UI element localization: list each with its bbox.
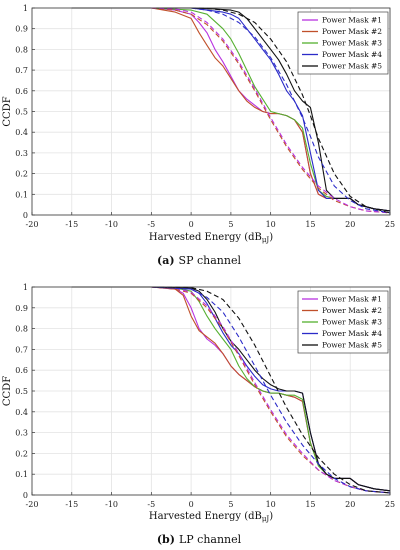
series-line-power-mask-5	[71, 7, 391, 212]
figure-caption: (a) SP channel	[157, 254, 241, 267]
x-tick-label: 0	[189, 220, 194, 229]
x-tick-label: 10	[266, 500, 276, 509]
y-tick-label: 0.3	[15, 429, 28, 438]
series-line-dashed-7	[191, 7, 391, 214]
x-tick-label: -20	[26, 220, 39, 229]
x-tick-label: 15	[305, 220, 315, 229]
caption-text: SP channel	[179, 254, 242, 267]
series-line-dashed-8	[191, 7, 391, 214]
y-tick-label: 0.9	[15, 304, 28, 313]
x-tick-label: 20	[345, 500, 355, 509]
caption-text: LP channel	[179, 533, 242, 546]
x-tick-label: 10	[266, 220, 276, 229]
y-axis-label: CCDF	[2, 376, 13, 406]
x-tick-label: 25	[385, 500, 395, 509]
x-axis-label-close: )	[269, 232, 273, 243]
series-line-dashed-6	[151, 286, 391, 494]
axes-frame	[31, 7, 391, 216]
legend-entry-label: Power Mask #5	[322, 62, 382, 71]
legend-entry-label: Power Mask #2	[322, 27, 382, 36]
x-tick-label: -20	[26, 500, 39, 509]
y-tick-label: 0.1	[15, 190, 28, 199]
y-tick-label: 0.6	[15, 87, 28, 96]
legend-entry-label: Power Mask #4	[322, 329, 382, 338]
legend-entry-label: Power Mask #2	[322, 306, 382, 315]
y-tick-label: 1	[23, 4, 28, 13]
x-axis-label-subscript: μJ	[262, 236, 270, 244]
x-tick-label: -10	[105, 220, 118, 229]
y-tick-label: 0	[23, 491, 28, 500]
y-tick-label: 0.5	[15, 387, 28, 396]
chart-panel-lp-channel: -20 -15 -10 -5 0 5 10 15 20 25 0 0.1 0.2 0.3 0.4 0.5 0.6…	[2, 283, 395, 546]
x-axis-label-subscript: μJ	[262, 515, 270, 523]
chart-panel-sp-channel: -20 -15 -10 -5 0 5 10 15 20 25 0 0.1 0.2 0.3 0.4 0.5 0.6…	[2, 4, 395, 267]
legend-entry-label: Power Mask #3	[322, 39, 382, 48]
y-tick-label: 0.8	[15, 325, 28, 334]
y-tick-label: 0.4	[15, 408, 28, 417]
x-tick-label: 5	[228, 500, 233, 509]
legend-box	[297, 290, 389, 354]
y-tick-label: 0.8	[15, 45, 28, 54]
x-tick-label: 0	[189, 500, 194, 509]
x-tick-label: 25	[385, 220, 395, 229]
y-tick-label: 0.4	[15, 128, 28, 137]
caption-label: (a)	[157, 254, 175, 267]
x-tick-label: 5	[228, 220, 233, 229]
series-line-dashed-5	[151, 7, 391, 214]
x-axis-label-main: Harvested Energy (dB	[149, 511, 262, 522]
series-line-dashed-8	[151, 286, 391, 494]
y-tick-label: 0.5	[15, 108, 28, 117]
legend-entry-label: Power Mask #1	[322, 295, 382, 304]
x-axis-label: Harvested Energy (dBμJ)	[149, 511, 273, 523]
y-tick-label: 0.9	[15, 25, 28, 34]
y-tick-label: 1	[23, 283, 28, 292]
legend-entry-label: Power Mask #3	[322, 318, 382, 327]
x-axis-label-main: Harvested Energy (dB	[149, 232, 262, 243]
y-tick-label: 0.1	[15, 470, 28, 479]
x-tick-label: -5	[147, 220, 155, 229]
y-tick-label: 0.7	[15, 345, 28, 354]
y-tick-label: 0.2	[15, 449, 28, 458]
axes-frame	[31, 286, 391, 496]
x-tick-label: 15	[305, 500, 315, 509]
legend-entry-label: Power Mask #1	[322, 16, 382, 25]
legend-entry-label: Power Mask #5	[322, 341, 382, 350]
y-tick-label: 0.3	[15, 149, 28, 158]
figure-caption: (b) LP channel	[157, 533, 242, 546]
x-axis-label-close: )	[269, 511, 273, 522]
x-tick-label: -5	[147, 500, 155, 509]
y-tick-label: 0.7	[15, 66, 28, 75]
x-tick-label: -10	[105, 500, 118, 509]
y-tick-label: 0.6	[15, 366, 28, 375]
caption-label: (b)	[157, 533, 175, 546]
x-tick-label: -15	[65, 500, 78, 509]
series-line-dashed-6	[151, 7, 391, 214]
x-axis-label: Harvested Energy (dBμJ)	[149, 232, 273, 244]
y-axis-label: CCDF	[2, 96, 13, 126]
legend-entry-label: Power Mask #4	[322, 50, 382, 59]
x-tick-label: -15	[65, 220, 78, 229]
y-tick-label: 0.2	[15, 170, 28, 179]
x-tick-label: 20	[345, 220, 355, 229]
y-tick-label: 0	[23, 211, 28, 220]
